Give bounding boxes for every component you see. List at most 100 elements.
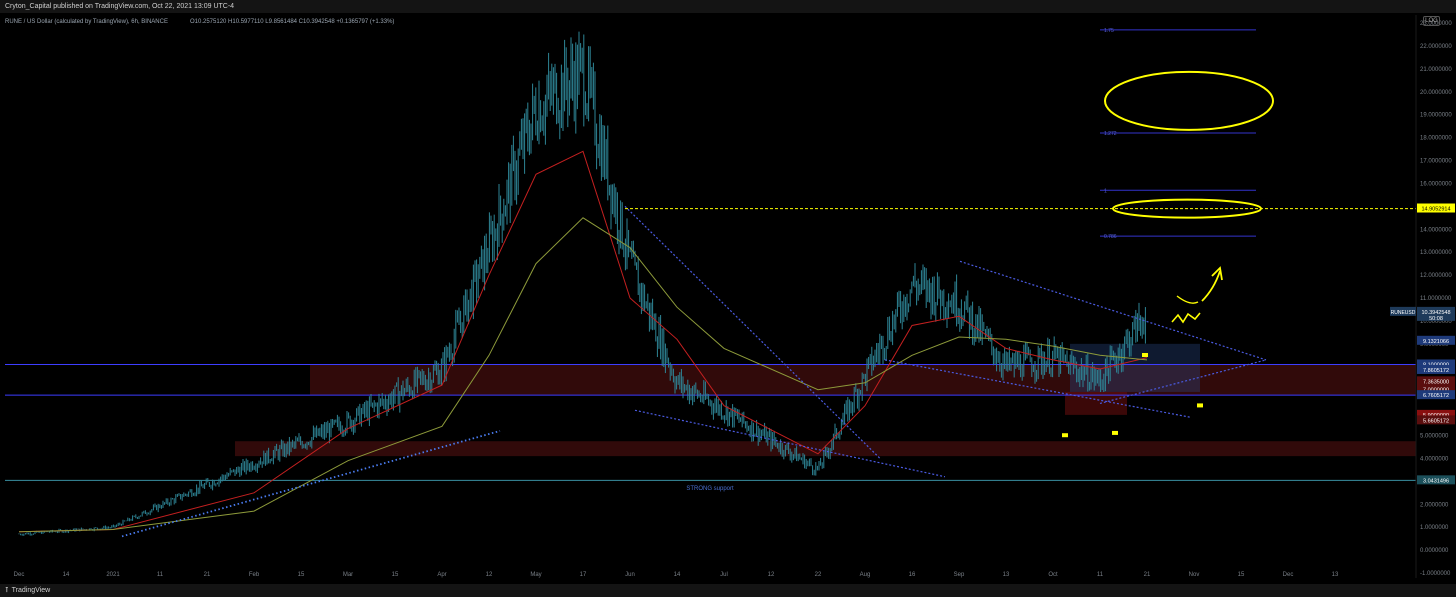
y-tick-label: 17.0000000 — [1420, 159, 1452, 165]
uptrend-line — [121, 430, 501, 538]
price-label-bg — [1417, 384, 1455, 394]
x-tick-label: 15 — [1238, 572, 1245, 578]
price-label-bg — [1417, 409, 1455, 419]
x-tick-label: Nov — [1189, 572, 1200, 578]
x-tick-label: 15 — [392, 572, 399, 578]
price-label-bg — [1417, 335, 1455, 345]
target-ellipse-top — [1104, 70, 1274, 131]
price-label-text: 10.3942548 — [1421, 310, 1450, 316]
symbol-tag-bg — [1390, 306, 1416, 316]
x-tick-label: Mar — [343, 572, 353, 578]
y-tick-label: 11.0000000 — [1420, 296, 1452, 302]
y-tick-label: -1.0000000 — [1420, 571, 1451, 577]
y-tick-label: 9.0000000 — [1420, 342, 1449, 348]
y-tick-label: 4.0000000 — [1420, 456, 1449, 462]
x-tick-label: Sep — [954, 572, 965, 578]
fib-label: 1 — [1104, 188, 1107, 194]
squiggle-annotation — [1176, 295, 1199, 304]
x-tick-label: 13 — [1332, 572, 1339, 578]
symbol-tag: RUNEUSD — [1391, 310, 1416, 316]
up-arrow-icon — [1201, 270, 1221, 302]
y-tick-label: 18.0000000 — [1420, 136, 1452, 142]
y-tick-label: 23.0000000 — [1420, 21, 1452, 27]
price-label: 9.1321066 — [1417, 335, 1455, 345]
price-label-bg — [1417, 359, 1455, 369]
x-tick-label: 14 — [674, 572, 681, 578]
flag-marker-icon — [1197, 403, 1203, 408]
squiggle-annotation — [1171, 312, 1201, 324]
demand-zone — [1065, 391, 1127, 415]
x-tick-label: Jun — [625, 572, 635, 578]
flag-marker-icon — [1142, 353, 1148, 357]
symbol-text: RUNE / US Dollar (calculated by TradingV… — [5, 19, 168, 25]
fib-label: 1.75 — [1104, 28, 1114, 34]
publish-text: Cryton_Capital published on TradingView.… — [5, 3, 235, 10]
x-tick-label: 22 — [815, 572, 822, 578]
price-label: 7.3635000 — [1417, 376, 1455, 386]
price-label: 5.6605172 — [1417, 415, 1455, 425]
x-tick-label: Dec — [1283, 572, 1294, 578]
tradingview-logo-icon[interactable]: ⊺ — [5, 587, 9, 594]
y-tick-label: 2.0000000 — [1420, 502, 1449, 508]
price-chart[interactable]: RUNE / US Dollar (calculated by TradingV… — [0, 13, 1456, 584]
price-label-bg — [1417, 390, 1455, 400]
y-tick-label: 22.0000000 — [1420, 44, 1452, 50]
x-tick-label: 16 — [909, 572, 916, 578]
x-tick-label: 2021 — [106, 572, 120, 578]
price-label-bg — [1417, 475, 1455, 485]
x-tick-label: 14 — [63, 572, 70, 578]
y-tick-label: 21.0000000 — [1420, 67, 1452, 73]
resistance-zone — [310, 364, 1416, 396]
x-tick-label: 17 — [580, 572, 587, 578]
price-label-bg — [1417, 376, 1455, 386]
price-label-bg — [1417, 203, 1455, 213]
price-label: 3.0431496 — [1417, 475, 1455, 485]
price-label-text: 14.9052914 — [1421, 207, 1450, 213]
price-label-text: 9.1321066 — [1423, 339, 1449, 345]
price-label: 14.9052914 — [1417, 203, 1455, 213]
x-tick-label: May — [530, 572, 541, 578]
footer-bar: ⊺ TradingView — [0, 584, 1456, 597]
y-tick-label: 13.0000000 — [1420, 250, 1452, 256]
price-label-text: 5.6605172 — [1423, 418, 1449, 424]
x-tick-label: Feb — [249, 572, 260, 578]
tradingview-brand[interactable]: TradingView — [11, 587, 51, 594]
y-tick-label: 1.0000000 — [1420, 525, 1449, 531]
target-ellipse-mid — [1112, 198, 1262, 219]
price-label-text: 3.0431496 — [1423, 478, 1449, 484]
price-label: 6.7605172 — [1417, 390, 1455, 400]
x-tick-label: 13 — [1003, 572, 1010, 578]
price-label-bg — [1417, 364, 1455, 374]
flag-marker-icon — [1112, 430, 1118, 435]
y-tick-label: 5.0000000 — [1420, 434, 1449, 440]
symbol-legend: RUNE / US Dollar (calculated by TradingV… — [5, 19, 394, 25]
y-tick-label: 16.0000000 — [1420, 181, 1452, 187]
y-tick-label: 12.0000000 — [1420, 273, 1452, 279]
x-tick-label: 11 — [157, 572, 164, 578]
wedge-support — [1099, 359, 1267, 404]
price-label-bg — [1417, 415, 1455, 425]
fib-label: 0.786 — [1104, 234, 1117, 240]
x-tick-label: Aug — [860, 572, 871, 578]
projection-box — [1070, 343, 1200, 392]
y-tick-label: 20.0000000 — [1420, 90, 1452, 96]
wedge-upper — [959, 260, 1267, 361]
y-tick-label: 10.0000000 — [1420, 319, 1452, 325]
log-scale-button[interactable]: LOG — [1423, 16, 1440, 26]
price-label: 7.8605172 — [1417, 364, 1455, 374]
x-tick-label: 21 — [1144, 572, 1151, 578]
x-tick-label: 12 — [768, 572, 775, 578]
x-tick-label: 15 — [298, 572, 305, 578]
x-tick-label: Apr — [437, 572, 446, 578]
y-tick-label: 14.0000000 — [1420, 227, 1452, 233]
x-tick-label: 11 — [1097, 572, 1104, 578]
y-tick-label: 0.0000000 — [1420, 548, 1449, 554]
price-label-text: 7.3635000 — [1423, 379, 1449, 385]
arrow-head-icon — [1211, 266, 1223, 281]
x-tick-label: 21 — [204, 572, 211, 578]
ma-fast-line — [18, 150, 1148, 533]
x-tick-label: Dec — [14, 572, 25, 578]
x-tick-label: Jul — [720, 572, 728, 578]
